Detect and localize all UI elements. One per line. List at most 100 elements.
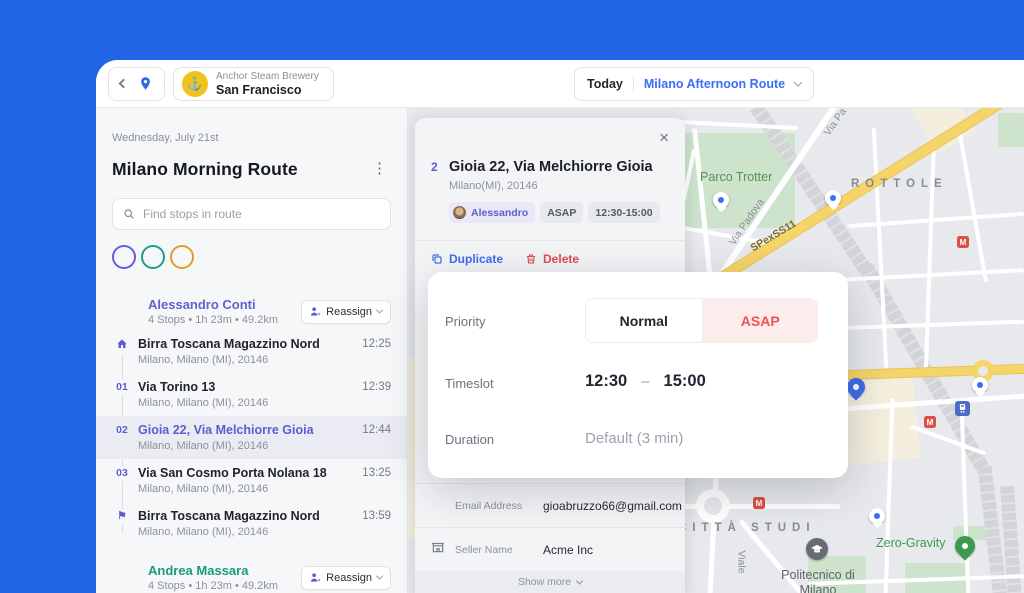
duplicate-label: Duplicate: [449, 251, 504, 266]
driver-header: Alessandro Conti 4 Stops • 1h 23m • 49.2…: [112, 297, 391, 326]
map-pin[interactable]: [972, 377, 988, 393]
stop-number: 03: [112, 465, 132, 481]
map-pin[interactable]: [869, 508, 885, 524]
stop-subtitle: Milano, Milano (MI), 20146: [138, 525, 269, 538]
timeslot-separator: –: [641, 373, 650, 390]
stop-subtitle: Milano, Milano (MI), 20146: [138, 396, 269, 409]
show-more-button[interactable]: Show more: [415, 571, 685, 593]
close-icon[interactable]: ×: [659, 128, 669, 147]
stop-subtitle: Milano, Milano (MI), 20146: [138, 439, 269, 452]
driver-name[interactable]: Alessandro Conti: [148, 297, 256, 312]
stop-actions: Duplicate Delete: [415, 240, 685, 276]
stop-title: Gioia 22, Via Melchiorre Gioia: [138, 422, 314, 437]
location-pin-icon[interactable]: [138, 75, 153, 92]
email-value[interactable]: gioabruzzo66@gmail.com: [543, 498, 682, 513]
app-window: Parco Trotter ROTTOLE CITTÀ STUDI Via Pa…: [96, 60, 1024, 593]
reassign-button[interactable]: Reassign: [301, 299, 391, 324]
chevron-down-icon: [793, 78, 803, 87]
stop-detail-subtitle: Milano(MI), 20146: [449, 180, 538, 192]
timeslot-start[interactable]: 12:30: [585, 372, 628, 390]
map-street: [958, 133, 988, 283]
map-roundabout: [696, 489, 730, 523]
stop-title: Via Torino 13: [138, 379, 216, 394]
stop-title: Birra Toscana Magazzino Nord: [138, 508, 320, 523]
stop-row[interactable]: ⚑ Birra Toscana Magazzino Nord Milano, M…: [96, 502, 407, 545]
back-location-group[interactable]: [108, 66, 165, 101]
map-area: [408, 358, 415, 538]
priority-option-normal[interactable]: Normal: [585, 298, 703, 343]
route-date: Wednesday, July 21st: [112, 132, 219, 144]
delete-button[interactable]: Delete: [525, 252, 579, 266]
timeslot-label: Timeslot: [445, 376, 494, 391]
stop-time: 13:25: [362, 466, 391, 479]
brand-logo-icon: ⚓: [182, 70, 208, 97]
map-pin[interactable]: [825, 190, 841, 206]
driver-meta: 4 Stops • 1h 23m • 49.2km: [148, 580, 278, 592]
avatar[interactable]: [141, 245, 165, 269]
priority-label: Priority: [445, 314, 486, 329]
stop-row[interactable]: Birra Toscana Magazzino Nord Milano, Mil…: [96, 330, 407, 373]
avatar[interactable]: [112, 245, 136, 269]
map-label-street: Viale: [735, 550, 748, 574]
map-street: [848, 211, 1024, 229]
stop-row[interactable]: 01 Via Torino 13 Milano, Milano (MI), 20…: [96, 373, 407, 416]
stop-number: 2: [431, 160, 438, 174]
chevron-down-icon: [375, 572, 384, 580]
stop-detail-title: Gioia 22, Via Melchiorre Gioia: [449, 159, 653, 175]
stop-time: 12:39: [362, 380, 391, 393]
metro-station-icon[interactable]: M: [753, 497, 765, 509]
back-icon[interactable]: [118, 78, 129, 89]
avatar: [453, 206, 466, 219]
stop-row-selected[interactable]: 02 Gioia 22, Via Melchiorre Gioia Milano…: [96, 416, 407, 459]
stop-title: Birra Toscana Magazzino Nord: [138, 336, 320, 351]
route-title: Milano Morning Route: [112, 158, 298, 179]
driver-meta: 4 Stops • 1h 23m • 49.2km: [148, 314, 278, 326]
reassign-button[interactable]: Reassign: [301, 565, 391, 590]
person-icon: [311, 573, 321, 582]
route-selector[interactable]: Today Milano Afternoon Route: [574, 67, 815, 101]
map-pin-place[interactable]: [955, 536, 975, 556]
graduation-cap-icon: [811, 544, 823, 553]
metro-station-icon[interactable]: M: [957, 236, 969, 248]
driver-name[interactable]: Andrea Massara: [148, 563, 249, 578]
seller-value[interactable]: Acme Inc: [543, 542, 594, 557]
priority-option-asap[interactable]: ASAP: [702, 298, 818, 343]
avatar[interactable]: [170, 245, 194, 269]
duplicate-icon: [432, 253, 442, 264]
map-label-district: ROTTOLE: [851, 178, 948, 190]
map-park: [808, 556, 866, 593]
stop-fields: Email Address gioabruzzo66@gmail.com Sel…: [415, 483, 685, 571]
stop-row[interactable]: 03 Via San Cosmo Porta Nolana 18 Milano,…: [96, 459, 407, 502]
route-menu-button[interactable]: ⋮: [372, 160, 387, 177]
stops-list: Birra Toscana Magazzino Nord Milano, Mil…: [96, 330, 407, 545]
map-street: [923, 138, 937, 368]
sidebar: Wednesday, July 21st Milano Morning Rout…: [96, 108, 408, 593]
stop-number: 01: [112, 379, 132, 395]
map-pin[interactable]: [713, 192, 729, 208]
stop-number: 02: [112, 422, 132, 438]
duration-value[interactable]: Default (3 min): [585, 430, 684, 447]
stop-settings-popup: Priority Normal ASAP Timeslot 12:30 – 15…: [428, 272, 848, 478]
train-station-icon[interactable]: [955, 401, 970, 416]
stop-time: 12:44: [362, 423, 391, 436]
reassign-label: Reassign: [326, 571, 372, 584]
timeslot-end[interactable]: 15:00: [663, 372, 706, 390]
map-pin-university[interactable]: [806, 538, 828, 560]
stop-subtitle: Milano, Milano (MI), 20146: [138, 482, 269, 495]
divider: [632, 76, 634, 92]
brand-city: San Francisco: [216, 82, 302, 97]
duplicate-button[interactable]: Duplicate: [431, 252, 503, 266]
reassign-label: Reassign: [326, 305, 372, 318]
brand-name: Anchor Steam Brewery: [216, 70, 319, 82]
avatar: [112, 564, 140, 592]
search-input[interactable]: [143, 207, 380, 221]
assignee-badge[interactable]: Alessandro: [449, 202, 536, 223]
search-box[interactable]: [112, 198, 391, 230]
map-pin-selected[interactable]: [847, 378, 865, 396]
search-icon: [124, 209, 134, 219]
metro-station-icon[interactable]: M: [924, 416, 936, 428]
driver-header: Andrea Massara 4 Stops • 1h 23m • 49.2km…: [112, 563, 391, 592]
chevron-down-icon: [375, 306, 384, 314]
timeslot-editor: 12:30 – 15:00: [585, 372, 706, 391]
brand-switcher[interactable]: ⚓ Anchor Steam Brewery San Francisco: [173, 66, 334, 101]
